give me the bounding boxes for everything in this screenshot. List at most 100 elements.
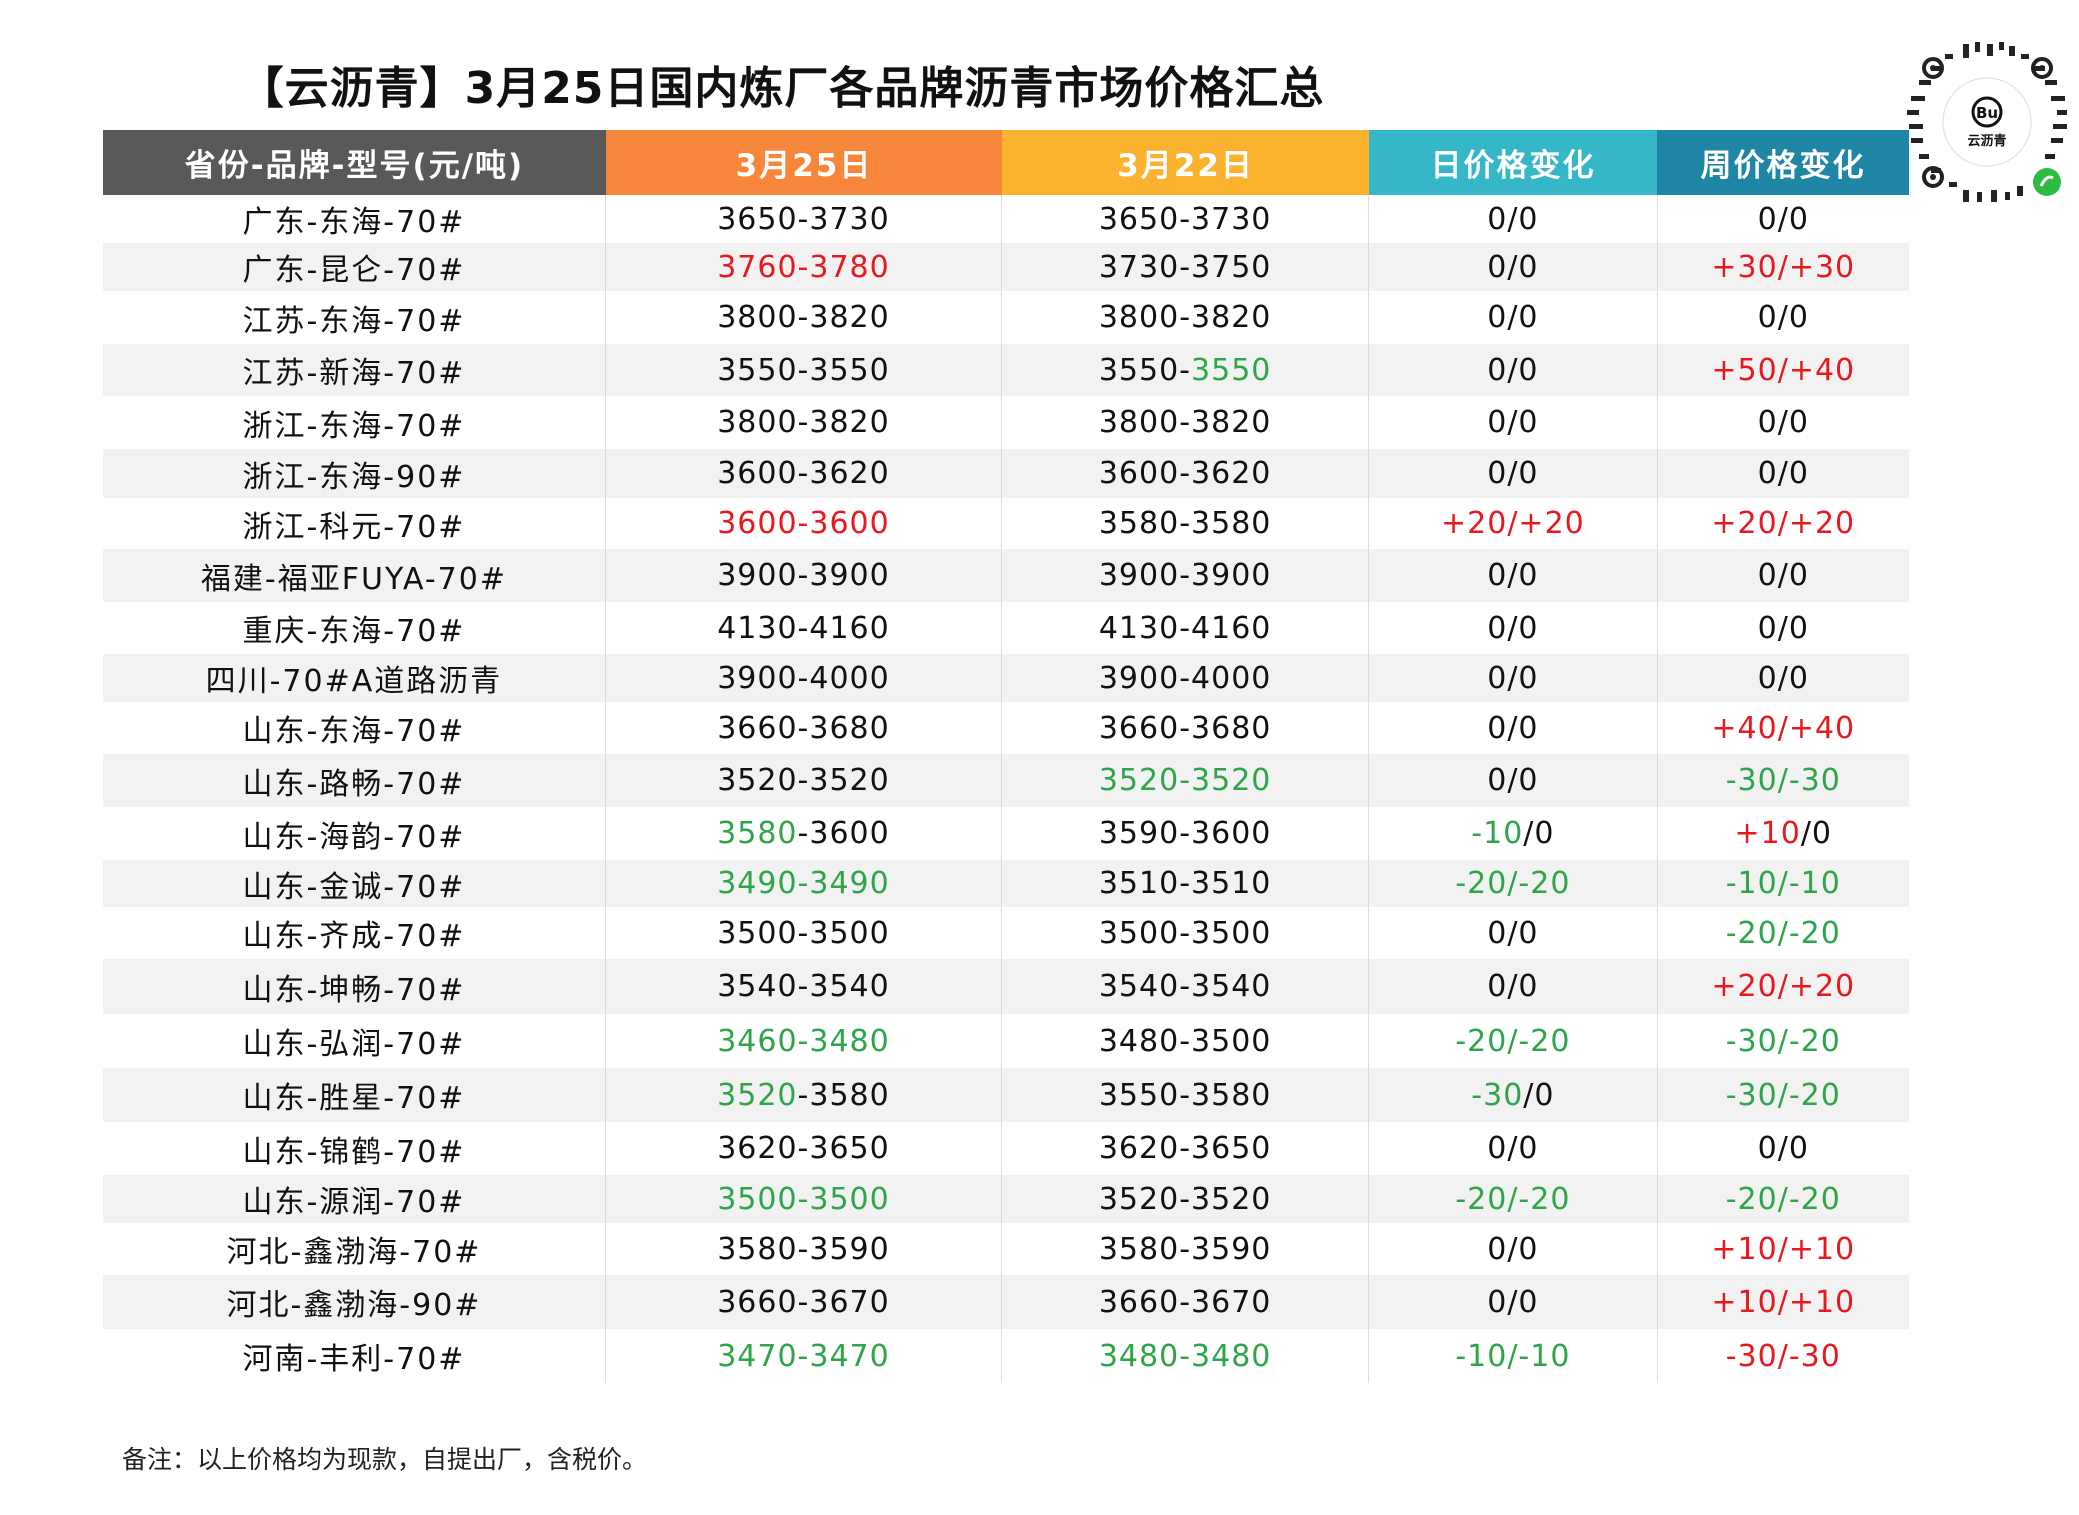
- row-name: 重庆-东海-70#: [242, 614, 466, 649]
- daily-change-segment: +20/+20: [1441, 506, 1585, 541]
- price-mar22-segment: 3800-3820: [1098, 405, 1272, 440]
- row-name: 浙江-东海-70#: [242, 408, 466, 444]
- price-mar25-segment: -3600: [797, 816, 890, 851]
- price-mar22-segment: 3660-3670: [1098, 1284, 1272, 1320]
- table-row: 浙江-东海-90# 3600-3620 3600-3620 0/0 0/0: [103, 449, 1909, 498]
- price-mar22: 3730-3750: [1001, 243, 1368, 291]
- price-mar25-segment: 3600-3600: [717, 506, 890, 541]
- price-mar25-segment: 3620-3650: [717, 1131, 890, 1166]
- weekly-change-segment: +40/+40: [1711, 710, 1856, 746]
- weekly-change: -30/-30: [1656, 1329, 1909, 1383]
- weekly-change: 0/0: [1656, 449, 1909, 498]
- price-mar22: 3660-3670: [1001, 1275, 1368, 1329]
- daily-change-segment: -20/-20: [1455, 866, 1571, 901]
- price-mar25: 3900-4000: [604, 654, 1001, 702]
- weekly-change: +50/+40: [1656, 344, 1909, 396]
- daily-change-segment: 0/0: [1487, 1231, 1539, 1267]
- table-row: 江苏-新海-70# 3550-3550 3550- 3550 0/0 +50/+40: [103, 344, 1909, 396]
- table-header: 省份-品牌-型号(元/吨) 3月25日 3月22日 日价格变化 周价格变化: [103, 130, 1909, 195]
- header-province-brand-model: 省份-品牌-型号(元/吨): [103, 130, 606, 195]
- price-mar25-segment: 3540-3540: [717, 969, 890, 1004]
- weekly-change-segment: +30/+30: [1711, 249, 1856, 285]
- daily-change-segment: 0/0: [1487, 969, 1539, 1004]
- weekly-change-segment: +10/+10: [1711, 1231, 1856, 1267]
- price-mar25-segment: 3800-3820: [717, 405, 890, 440]
- weekly-change: 0/0: [1656, 291, 1909, 344]
- daily-change: 0/0: [1368, 1275, 1656, 1329]
- table-row: 山东-东海-70# 3660-3680 3660-3680 0/0 +40/+40: [103, 702, 1909, 754]
- price-mar22: 3660-3680: [1001, 702, 1368, 754]
- price-mar25: 3540-3540: [604, 959, 1001, 1014]
- weekly-change-segment: -10/-10: [1725, 866, 1841, 901]
- price-mar25-segment: 3470-3470: [717, 1338, 890, 1374]
- daily-change: -20/-20: [1368, 860, 1656, 907]
- row-name: 福建-福亚FUYA-70#: [200, 561, 507, 597]
- weekly-change-segment: 0/0: [1757, 610, 1809, 646]
- price-mar25-segment: -3580: [797, 1077, 890, 1113]
- weekly-change: +10/+10: [1656, 1275, 1909, 1329]
- price-mar22: 3580-3590: [1001, 1223, 1368, 1275]
- price-mar25: 3600-3620: [604, 449, 1001, 498]
- row-name: 四川-70#A道路沥青: [205, 664, 503, 699]
- table-row: 四川-70#A道路沥青 3900-4000 3900-4000 0/0 0/0: [103, 654, 1909, 702]
- table-row: 山东-弘润-70# 3460-3480 3480-3500 -20/-20 -30/-2…: [103, 1014, 1909, 1068]
- price-mar25: 3660-3680: [604, 702, 1001, 754]
- price-mar25-segment: 3500-3500: [717, 1181, 890, 1217]
- row-name: 广东-昆仑-70#: [242, 253, 466, 288]
- daily-change: 0/0: [1368, 602, 1656, 654]
- daily-change: 0/0: [1368, 702, 1656, 754]
- price-mar22: 3600-3620: [1001, 449, 1368, 498]
- price-mar22-segment: 3480-3480: [1098, 1338, 1272, 1374]
- price-mar22: 3510-3510: [1001, 860, 1368, 907]
- weekly-change-segment: -30/-30: [1725, 1338, 1841, 1374]
- weekly-change-segment: +20/+20: [1711, 506, 1856, 541]
- daily-change-segment: 0/0: [1487, 558, 1539, 593]
- price-mar22-segment: 3580-3590: [1098, 1231, 1272, 1267]
- footnote: 备注：以上价格均为现款，自提出厂，含税价。: [122, 1445, 648, 1474]
- row-name: 河北-鑫渤海-70#: [226, 1235, 482, 1270]
- price-mar25: 3600-3600: [604, 498, 1001, 549]
- svg-text:Bu: Bu: [1976, 104, 1998, 122]
- daily-change-segment: 0/0: [1487, 201, 1539, 237]
- daily-change: -20/-20: [1368, 1175, 1656, 1223]
- table-row: 山东-锦鹤-70# 3620-3650 3620-3650 0/0 0/0: [103, 1122, 1909, 1175]
- daily-change-segment: 0/0: [1487, 249, 1539, 285]
- row-name: 河南-丰利-70#: [242, 1342, 466, 1377]
- daily-change: 0/0: [1368, 449, 1656, 498]
- price-mar22: 3900-3900: [1001, 549, 1368, 602]
- price-mar22-segment: 3580-3580: [1098, 506, 1272, 541]
- logo-text: 云沥青: [1967, 133, 2006, 149]
- daily-change: 0/0: [1368, 291, 1656, 344]
- daily-change-segment: -10: [1471, 816, 1524, 851]
- row-name: 山东-胜星-70#: [242, 1081, 466, 1116]
- price-mar25: 3470-3470: [604, 1329, 1001, 1383]
- price-mar22: 4130-4160: [1001, 602, 1368, 654]
- price-mar22: 3800-3820: [1001, 396, 1368, 449]
- price-mar25-segment: 3800-3820: [717, 300, 890, 335]
- weekly-change: +30/+30: [1656, 243, 1909, 291]
- price-mar25: 3490-3490: [604, 860, 1001, 907]
- table-row: 广东-昆仑-70# 3760-3780 3730-3750 0/0 +30/+30: [103, 243, 1909, 291]
- weekly-change: -30/-20: [1656, 1068, 1909, 1122]
- daily-change-segment: 0/0: [1487, 456, 1539, 491]
- price-mar22: 3590-3600: [1001, 807, 1368, 860]
- price-mar22: 3650-3730: [1001, 195, 1368, 243]
- price-mar22: 3540-3540: [1001, 959, 1368, 1014]
- weekly-change-segment: +10/+10: [1711, 1284, 1856, 1320]
- table-body: 广东-东海-70# 3650-3730 3650-3730 0/0 0/0 广东-昆仑-7…: [103, 195, 1909, 1383]
- table-row: 山东-海韵-70# 3580 -3600 3590-3600 -10/0 +10/0: [103, 807, 1909, 860]
- table-row: 山东-齐成-70# 3500-3500 3500-3500 0/0 -20/-20: [103, 907, 1909, 959]
- daily-change: 0/0: [1368, 195, 1656, 243]
- price-mar25: 3800-3820: [604, 396, 1001, 449]
- weekly-change-segment: -30/-20: [1725, 1023, 1841, 1059]
- table-row: 山东-胜星-70# 3520 -3580 3550-3580 -30/0 -30/-20: [103, 1068, 1909, 1122]
- table-row: 河北-鑫渤海-90# 3660-3670 3660-3670 0/0 +10/+10: [103, 1275, 1909, 1329]
- table-row: 浙江-东海-70# 3800-3820 3800-3820 0/0 0/0: [103, 396, 1909, 449]
- price-table: 省份-品牌-型号(元/吨) 3月25日 3月22日 日价格变化 周价格变化 广东…: [103, 130, 1909, 1383]
- price-mar22-segment: 3480-3500: [1098, 1023, 1272, 1059]
- row-name: 山东-弘润-70#: [242, 1027, 466, 1062]
- weekly-change: -30/-30: [1656, 754, 1909, 807]
- page-title: 【云沥青】3月25日国内炼厂各品牌沥青市场价格汇总: [239, 63, 1325, 114]
- header-mar22: 3月22日: [1002, 130, 1369, 195]
- price-mar25: 3520-3520: [604, 754, 1001, 807]
